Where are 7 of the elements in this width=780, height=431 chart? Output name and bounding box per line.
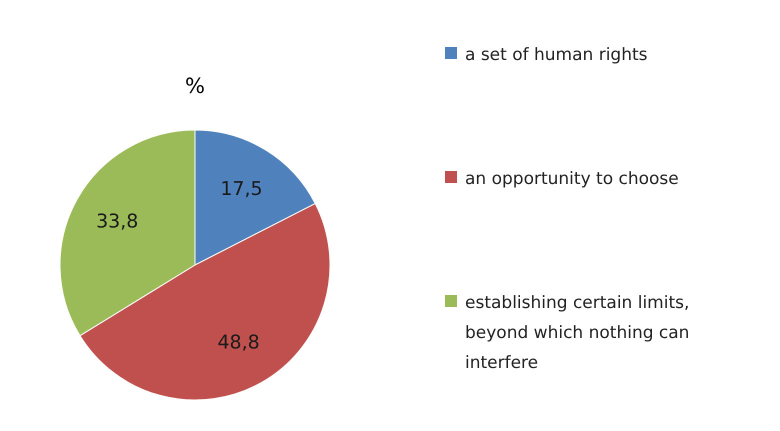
data-label: 17,5 xyxy=(220,178,263,200)
data-label: 33,8 xyxy=(96,210,138,233)
legend-label: an opportunity to choose xyxy=(465,168,680,191)
data-label: 48,8 xyxy=(217,332,260,354)
legend-label: establishing certain limits, beyond which nothing can interfere xyxy=(465,292,690,375)
legend-label: a set of human rights xyxy=(465,44,649,67)
text: % xyxy=(184,74,206,98)
